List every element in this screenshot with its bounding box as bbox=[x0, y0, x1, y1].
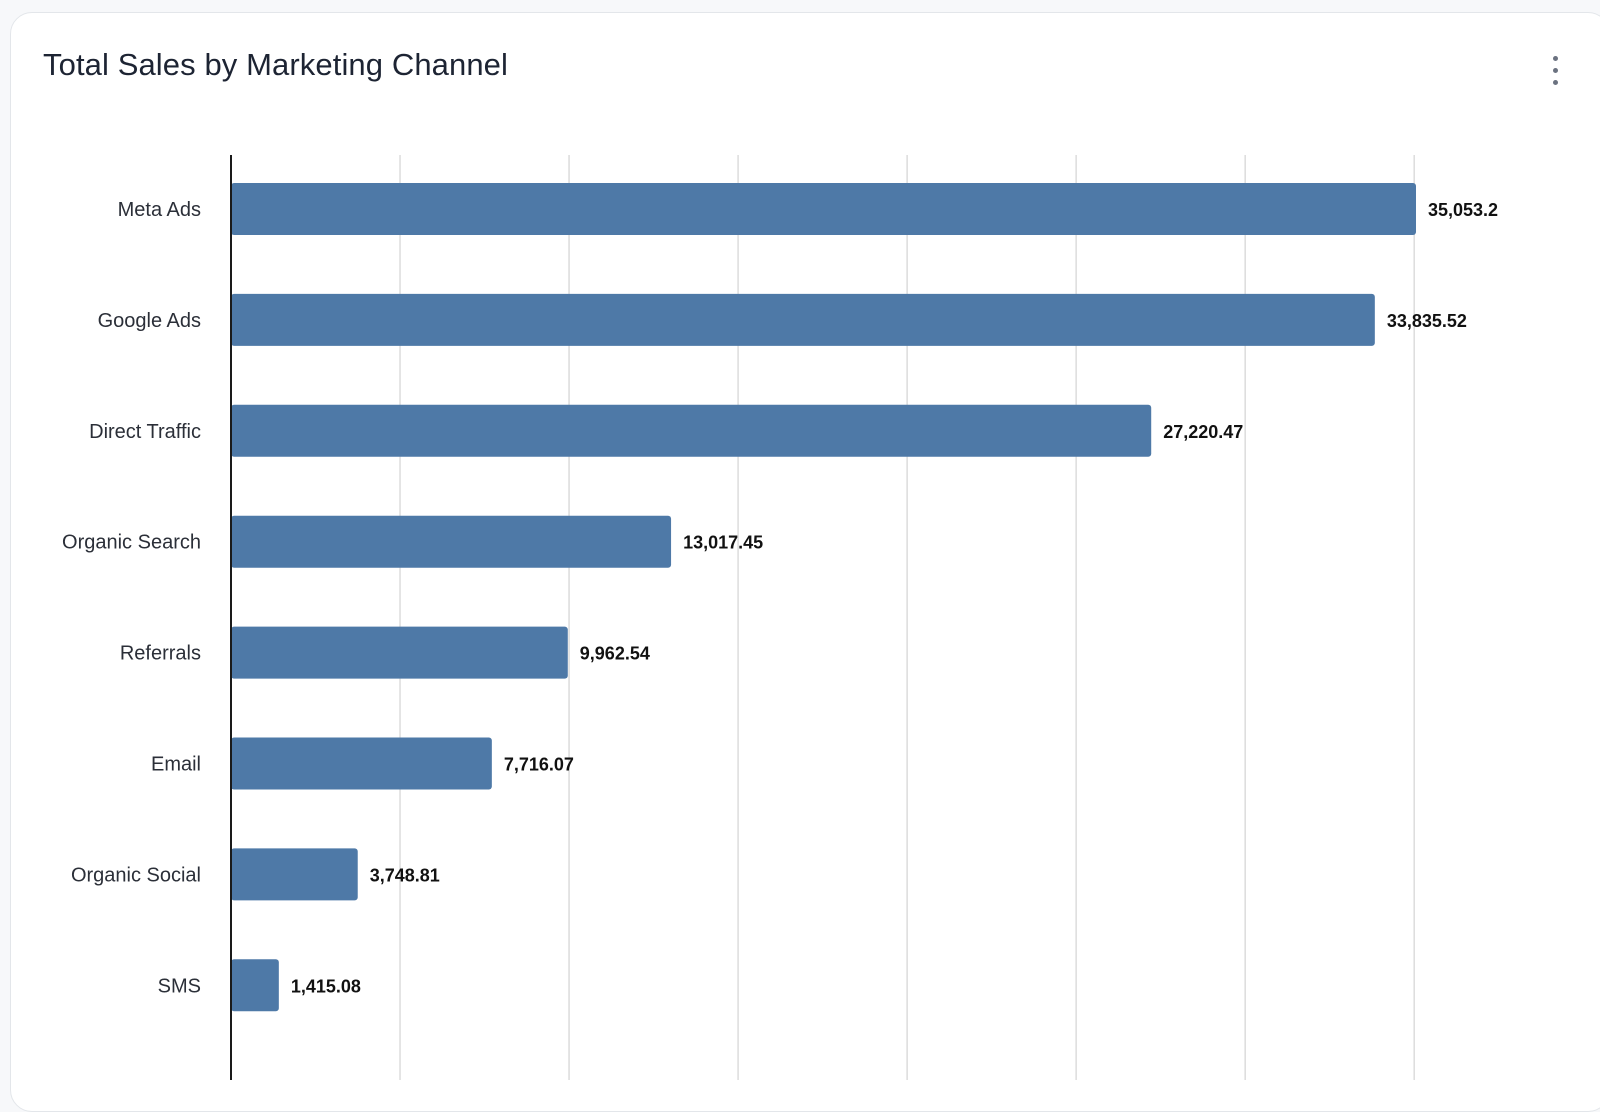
value-label: 7,716.07 bbox=[504, 755, 574, 775]
value-label: 13,017.45 bbox=[683, 533, 763, 553]
bar bbox=[231, 848, 358, 901]
value-label: 35,053.2 bbox=[1428, 200, 1498, 220]
bar bbox=[231, 515, 672, 568]
bar bbox=[231, 293, 1375, 346]
category-label: Direct Traffic bbox=[89, 421, 201, 443]
value-label: 27,220.47 bbox=[1163, 422, 1243, 442]
value-label: 3,748.81 bbox=[370, 865, 440, 885]
bar bbox=[231, 626, 568, 679]
value-label: 9,962.54 bbox=[580, 644, 650, 664]
bar-chart: Meta Ads 35,053.2 Google Ads 33,835.52 Direc… bbox=[62, 155, 1498, 1080]
value-label: 1,415.08 bbox=[291, 976, 361, 996]
category-label: Organic Social bbox=[71, 864, 201, 886]
value-label: 33,835.52 bbox=[1387, 311, 1467, 331]
bar bbox=[231, 404, 1152, 457]
category-label: Email bbox=[151, 754, 201, 776]
more-vertical-icon[interactable] bbox=[1545, 53, 1565, 89]
chart-title: Total Sales by Marketing Channel bbox=[43, 47, 509, 82]
bar bbox=[231, 959, 279, 1012]
category-label: SMS bbox=[158, 975, 201, 997]
category-label: Meta Ads bbox=[118, 199, 201, 221]
category-label: Referrals bbox=[120, 643, 201, 665]
bar bbox=[231, 183, 1416, 235]
bar bbox=[231, 737, 492, 790]
category-label: Google Ads bbox=[98, 310, 201, 332]
category-label: Organic Search bbox=[62, 532, 201, 554]
